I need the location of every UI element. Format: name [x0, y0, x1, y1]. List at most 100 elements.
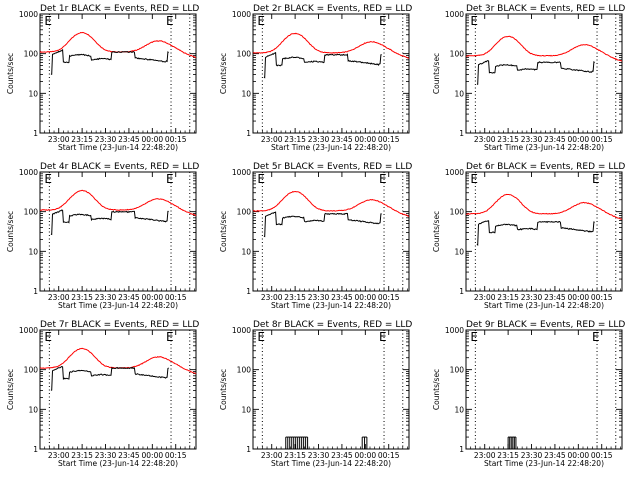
y-tick-label: 1000 [19, 10, 38, 19]
x-tick-label: 00:15 [591, 293, 613, 302]
x-tick-label: 23:00 [48, 293, 70, 302]
x-tick-label: 23:30 [95, 135, 117, 144]
x-tick-label: 23:30 [521, 293, 543, 302]
plot-frame [252, 13, 410, 134]
e-marker: E [379, 330, 387, 344]
e-marker: E [166, 14, 174, 28]
lld-series-line [39, 189, 197, 217]
e-marker: E [592, 172, 600, 186]
lld-series-line [252, 32, 410, 59]
x-tick-label: 23:15 [497, 293, 519, 302]
panel-5: Det 5r BLACK = Events, RED = LLD 1 10 100 10… [219, 162, 412, 310]
events-series-line [50, 48, 169, 75]
panel-4: Det 4r BLACK = Events, RED = LLD 1 10 100 10… [6, 162, 199, 310]
y-tick-label: 1000 [232, 326, 251, 335]
x-tick-label: 00:00 [142, 451, 164, 460]
x-tick-label: 00:15 [165, 293, 187, 302]
plot-frame [39, 171, 197, 292]
x-tick-label: 23:30 [95, 293, 117, 302]
x-tick-label: 23:30 [308, 135, 330, 144]
x-tick-label: 23:45 [118, 293, 140, 302]
x-tick-label: 23:15 [71, 135, 93, 144]
y-tick-label: 10 [241, 247, 251, 256]
y-tick-label: 10 [241, 405, 251, 414]
y-tick-label: 10 [28, 247, 38, 256]
y-tick-label: 1000 [19, 326, 38, 335]
e-marker: E [379, 172, 387, 186]
plot-frame [39, 329, 197, 450]
y-tick-label: 100 [24, 50, 39, 59]
x-tick-label: 23:30 [308, 293, 330, 302]
x-tick-label: 23:30 [308, 451, 330, 460]
events-series-line [263, 51, 382, 79]
panel-title: Det 3r BLACK = Events, RED = LLD [466, 4, 625, 14]
x-tick-label: 23:45 [544, 293, 566, 302]
x-tick-label: 00:00 [568, 293, 590, 302]
y-tick-label: 100 [237, 366, 252, 375]
x-tick-label: 23:45 [118, 451, 140, 460]
panel-9: Det 9r BLACK = Events, RED = LLD 1 10 100 10… [432, 320, 625, 468]
x-tick-label: 00:15 [591, 135, 613, 144]
x-tick-label: 23:30 [521, 451, 543, 460]
e-marker: E [592, 330, 600, 344]
x-tick-label: 23:45 [331, 293, 353, 302]
y-tick-label: 1 [33, 129, 38, 138]
panel-1: Det 1r BLACK = Events, RED = LLD 1 10 100 10… [6, 4, 199, 152]
y-tick-label: 100 [24, 366, 39, 375]
y-tick-label: 1000 [445, 168, 464, 177]
x-axis-label: Start Time (23-Jun-14 22:48:20) [271, 459, 391, 468]
y-tick-label: 100 [237, 208, 252, 217]
x-axis-label: Start Time (23-Jun-14 22:48:20) [58, 301, 178, 310]
y-tick-label: 1 [459, 287, 464, 296]
y-axis-label: Counts/sec [432, 211, 441, 252]
x-tick-label: 23:00 [261, 451, 283, 460]
e-marker: E [257, 172, 265, 186]
panel-title: Det 6r BLACK = Events, RED = LLD [466, 162, 625, 172]
y-tick-label: 10 [454, 405, 464, 414]
y-tick-label: 1 [33, 445, 38, 454]
x-tick-label: 23:15 [71, 451, 93, 460]
e-marker: E [379, 14, 387, 28]
plot-frame [252, 329, 410, 450]
y-tick-label: 1000 [232, 168, 251, 177]
y-axis-label: Counts/sec [432, 369, 441, 410]
panel-6: Det 6r BLACK = Events, RED = LLD 1 10 100 10… [432, 162, 625, 310]
x-tick-label: 23:15 [497, 135, 519, 144]
e-marker: E [166, 172, 174, 186]
x-tick-label: 23:15 [71, 293, 93, 302]
plot-frame [465, 171, 623, 292]
x-tick-label: 23:45 [118, 135, 140, 144]
y-tick-label: 10 [454, 89, 464, 98]
x-axis-label: Start Time (23-Jun-14 22:48:20) [58, 143, 178, 152]
x-tick-label: 23:30 [95, 451, 117, 460]
x-tick-label: 23:45 [544, 135, 566, 144]
y-tick-label: 1000 [445, 10, 464, 19]
plot-frame [252, 171, 410, 292]
y-axis-label: Counts/sec [219, 211, 228, 252]
panel-2: Det 2r BLACK = Events, RED = LLD 1 10 100 10… [219, 4, 412, 152]
events-series-line [50, 365, 169, 391]
x-tick-label: 00:00 [568, 135, 590, 144]
panel-title: Det 9r BLACK = Events, RED = LLD [466, 320, 625, 330]
x-tick-label: 00:15 [378, 293, 400, 302]
x-tick-label: 00:00 [142, 293, 164, 302]
e-marker: E [44, 172, 52, 186]
y-tick-label: 100 [24, 208, 39, 217]
x-tick-label: 23:00 [474, 135, 496, 144]
panel-3: Det 3r BLACK = Events, RED = LLD 1 10 100 10… [432, 4, 625, 152]
y-tick-label: 100 [237, 50, 252, 59]
y-tick-label: 100 [450, 366, 465, 375]
x-tick-label: 00:15 [378, 135, 400, 144]
y-tick-label: 1000 [19, 168, 38, 177]
x-axis-label: Start Time (23-Jun-14 22:48:20) [58, 459, 178, 468]
panel-title: Det 4r BLACK = Events, RED = LLD [40, 162, 199, 172]
x-tick-label: 23:00 [48, 451, 70, 460]
e-marker: E [257, 14, 265, 28]
plot-frame [465, 329, 623, 450]
y-axis-label: Counts/sec [219, 369, 228, 410]
y-axis-label: Counts/sec [6, 53, 15, 94]
x-tick-label: 00:15 [165, 451, 187, 460]
e-marker: E [44, 14, 52, 28]
e-marker: E [166, 330, 174, 344]
